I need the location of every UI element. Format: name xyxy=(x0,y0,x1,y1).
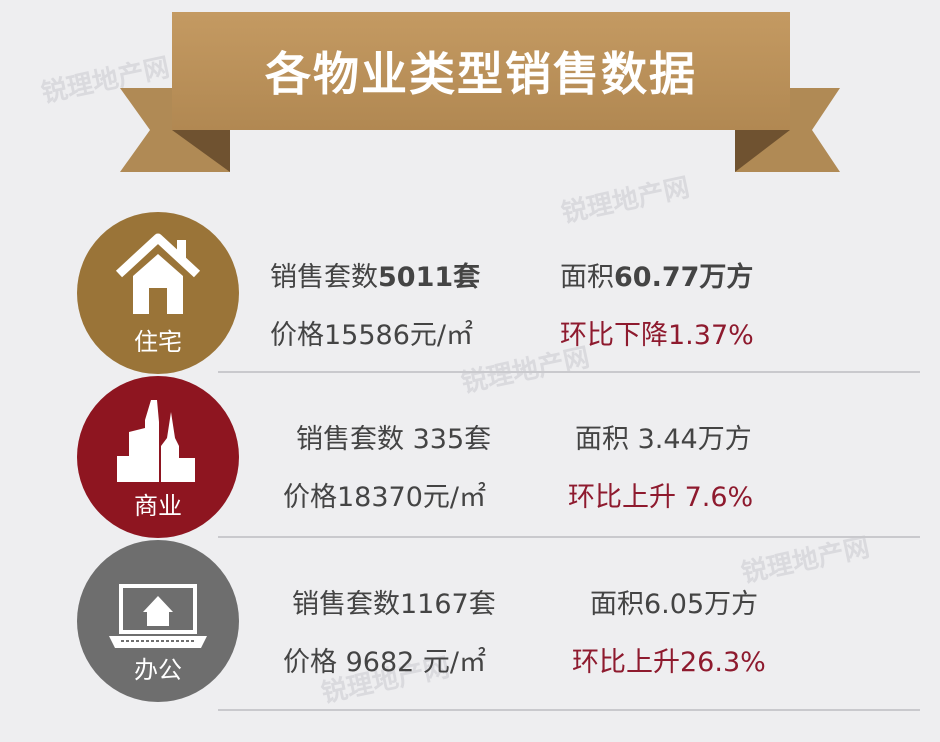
units-line: 销售套数 335套 xyxy=(296,417,491,456)
units-value: 5011套 xyxy=(378,262,481,293)
area-label: 面积 xyxy=(575,424,629,455)
category-label: 商业 xyxy=(134,492,182,520)
price-line: 价格 9682 元/㎡ xyxy=(283,640,486,679)
price-value: 9682 元/㎡ xyxy=(337,647,486,678)
category-label: 住宅 xyxy=(134,328,182,356)
units-line: 销售套数1167套 xyxy=(292,582,496,621)
area-value: 6.05万方 xyxy=(644,589,759,620)
area-value: 60.77万方 xyxy=(614,262,754,293)
units-value: 335套 xyxy=(404,424,492,455)
divider xyxy=(218,536,920,538)
change-value: 7.6% xyxy=(676,482,754,513)
price-label: 价格 xyxy=(283,647,337,678)
city-buildings-icon xyxy=(117,400,195,482)
change-value: 26.3% xyxy=(680,647,766,678)
change-value: 1.37% xyxy=(668,320,754,351)
office-badge: 办公 xyxy=(77,540,239,702)
units-label: 销售套数 xyxy=(270,262,378,293)
area-label: 面积 xyxy=(560,262,614,293)
area-line: 面积60.77万方 xyxy=(560,255,753,294)
divider xyxy=(218,371,920,373)
area-value: 3.44万方 xyxy=(629,424,752,455)
price-line: 价格18370元/㎡ xyxy=(283,475,486,514)
price-label: 价格 xyxy=(270,320,324,351)
change-line: 环比上升 7.6% xyxy=(568,475,753,514)
area-line: 面积 3.44万方 xyxy=(575,417,752,456)
divider xyxy=(218,709,920,711)
units-line: 销售套数5011套 xyxy=(270,255,480,294)
price-label: 价格 xyxy=(283,482,337,513)
change-label: 环比下降 xyxy=(560,320,668,351)
price-value: 18370元/㎡ xyxy=(337,482,486,513)
area-label: 面积 xyxy=(590,589,644,620)
area-line: 面积6.05万方 xyxy=(590,582,758,621)
house-icon xyxy=(115,233,201,314)
price-value: 15586元/㎡ xyxy=(324,320,473,351)
page-title: 各物业类型销售数据 xyxy=(172,12,790,130)
laptop-house-icon xyxy=(109,584,207,648)
change-label: 环比上升 xyxy=(572,647,680,678)
change-line: 环比下降1.37% xyxy=(560,313,754,352)
commercial-badge: 商业 xyxy=(77,376,239,538)
change-label: 环比上升 xyxy=(568,482,676,513)
units-label: 销售套数 xyxy=(296,424,404,455)
units-value: 1167套 xyxy=(400,589,496,620)
change-line: 环比上升26.3% xyxy=(572,640,766,679)
category-label: 办公 xyxy=(134,656,182,684)
price-line: 价格15586元/㎡ xyxy=(270,313,473,352)
units-label: 销售套数 xyxy=(292,589,400,620)
residential-badge: 住宅 xyxy=(77,212,239,374)
